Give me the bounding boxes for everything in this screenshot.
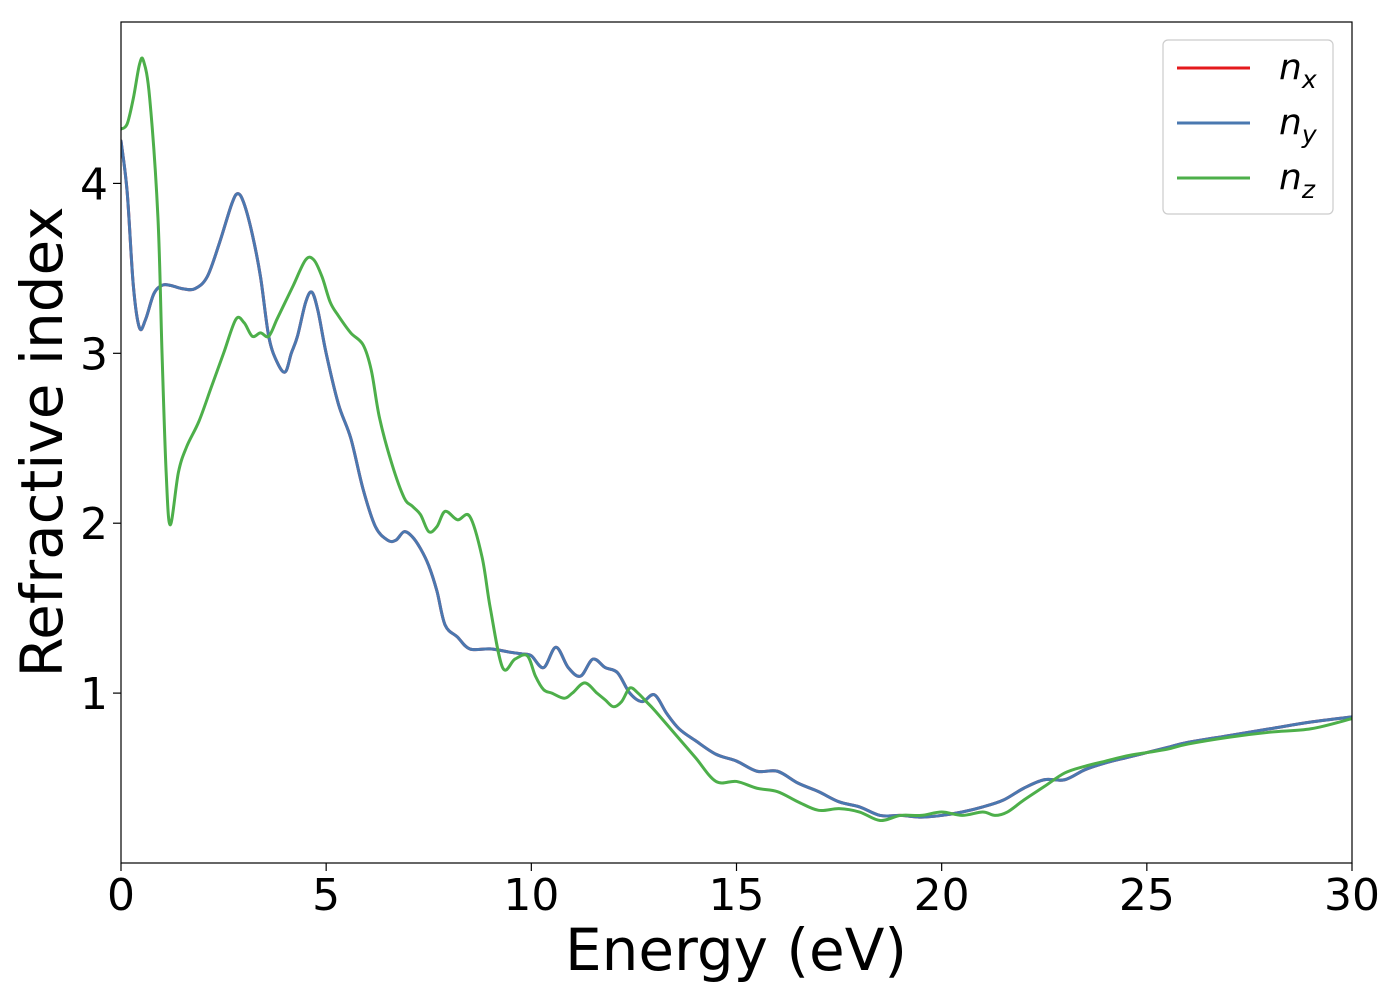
series-line-n-x <box>121 139 1352 819</box>
y-tick-label: 1 <box>80 669 108 720</box>
x-tick-label: 10 <box>503 870 559 921</box>
series-layer <box>121 56 1352 823</box>
x-tick-label: 20 <box>914 870 970 921</box>
series-line-n-y <box>121 139 1352 819</box>
axes-layer: 0 5 10 15 20 25 30 1 2 3 4 <box>80 21 1380 921</box>
legend-label-n-z: nz <box>1279 157 1316 204</box>
x-tick-label: 15 <box>709 870 765 921</box>
x-tick-label: 30 <box>1324 870 1380 921</box>
x-tick-label: 25 <box>1119 870 1175 921</box>
series-line-n-z <box>121 56 1352 823</box>
y-tick-label: 3 <box>80 329 108 380</box>
legend-box <box>1162 39 1334 215</box>
legend-label-n-y: ny <box>1279 102 1318 149</box>
x-tick-label: 5 <box>312 870 340 921</box>
legend-label-n-x: nx <box>1279 47 1317 94</box>
legend: nx ny nz <box>1162 39 1334 215</box>
y-axis-label: Refractive index <box>8 206 76 677</box>
y-tick-label: 4 <box>80 159 108 210</box>
y-tick-label: 2 <box>80 499 108 550</box>
x-tick-label: 0 <box>107 870 135 921</box>
x-axis-label: Energy (eV) <box>565 916 907 984</box>
